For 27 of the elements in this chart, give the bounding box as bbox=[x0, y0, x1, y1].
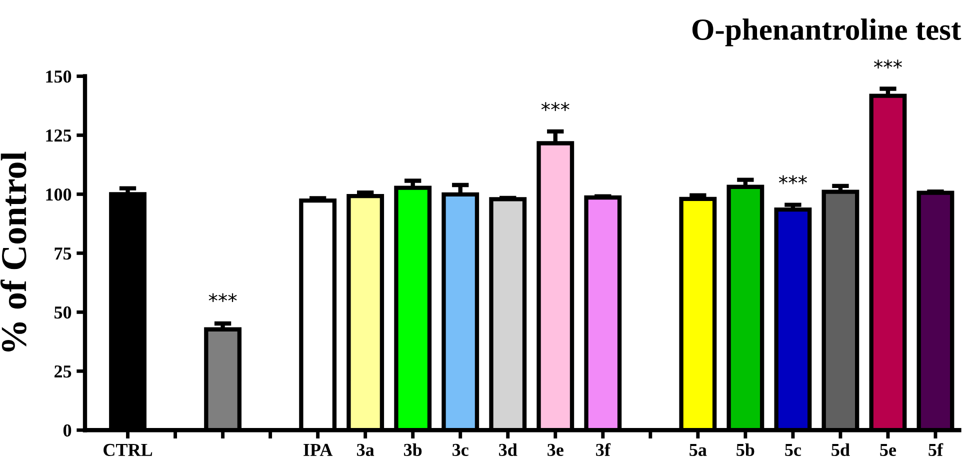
y-axis-title: % of Control bbox=[0, 152, 26, 352]
annotation: *** bbox=[208, 293, 237, 302]
y-tick-label: 125 bbox=[46, 130, 72, 142]
x-tick-label: 5a bbox=[690, 444, 707, 456]
x-tick-label: 3d bbox=[499, 443, 518, 456]
x-tick-label: 3e bbox=[548, 444, 564, 456]
x-tick-label: 5c bbox=[785, 444, 802, 456]
x-tick-label: 3f bbox=[596, 443, 611, 456]
x-tick-label: IPA bbox=[304, 444, 333, 456]
y-tick-label: 150 bbox=[46, 70, 72, 83]
x-tick-label: 3c bbox=[452, 444, 468, 456]
x-tick-label: 5e bbox=[880, 444, 896, 456]
annotation: *** bbox=[541, 102, 570, 111]
x-tick-label: CTRL bbox=[104, 444, 152, 456]
annotation: *** bbox=[778, 175, 807, 184]
y-tick-label: 50 bbox=[54, 306, 72, 319]
y-tick-label: 25 bbox=[54, 365, 72, 378]
y-tick-label: 100 bbox=[46, 188, 72, 201]
y-tick-label: 75 bbox=[54, 248, 72, 260]
x-tick-label: 3a bbox=[356, 444, 374, 456]
x-tick-label: 5b bbox=[736, 443, 754, 456]
y-tick-label: 0 bbox=[63, 424, 72, 437]
x-tick-label: 3b bbox=[404, 443, 422, 456]
annotation: *** bbox=[874, 60, 902, 68]
chart-title: O-phenantroline test bbox=[692, 18, 962, 46]
x-tick-label: 5d bbox=[832, 443, 850, 456]
x-tick-label: 5f bbox=[928, 443, 944, 456]
